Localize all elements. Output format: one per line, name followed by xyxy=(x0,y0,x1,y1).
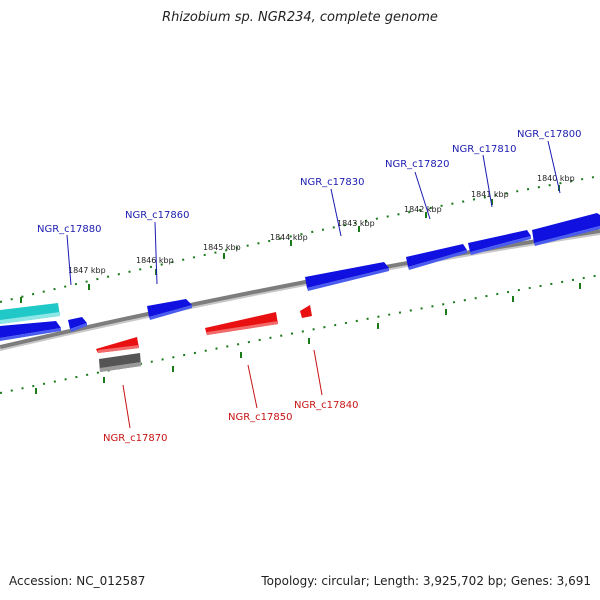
scale-tick-label: 1843 kbp xyxy=(337,219,375,228)
gene-label-NGR_c17870[interactable]: NGR_c17870 xyxy=(103,433,168,444)
genome-stats-text: Topology: circular; Length: 3,925,702 bp… xyxy=(261,574,591,588)
gene-label-NGR_c17840[interactable]: NGR_c17840 xyxy=(294,400,359,411)
leader-line xyxy=(154,221,158,285)
gene-label-NGR_c17880[interactable]: NGR_c17880 xyxy=(37,224,102,235)
forward-gene[interactable] xyxy=(0,321,61,338)
leader-line xyxy=(330,188,342,237)
inner-scale-track xyxy=(0,274,600,394)
forward-gene[interactable] xyxy=(68,317,87,329)
gene-shadow xyxy=(207,321,278,335)
scale-tick-label: 1844 kbp xyxy=(270,233,308,242)
scale-tick-label: 1847 kbp xyxy=(68,266,106,275)
forward-leader-lines xyxy=(66,140,561,286)
scale-tick-label: 1840 kbp xyxy=(537,174,575,183)
gene-label-NGR_c17810[interactable]: NGR_c17810 xyxy=(452,144,517,155)
genome-backbone-shadow xyxy=(0,233,600,351)
genome-backbone xyxy=(0,229,600,349)
gene-shadow xyxy=(100,362,141,372)
gene-label-NGR_c17860[interactable]: NGR_c17860 xyxy=(125,210,190,221)
forward-gene[interactable] xyxy=(532,213,600,243)
leader-line xyxy=(414,171,431,220)
gene-label-NGR_c17830[interactable]: NGR_c17830 xyxy=(300,177,365,188)
reverse-gene[interactable] xyxy=(205,312,278,335)
forward-gene[interactable] xyxy=(305,262,389,288)
accession-text: Accession: NC_012587 xyxy=(9,574,146,588)
scale-tick-label: 1846 kbp xyxy=(136,256,174,265)
forward-genes xyxy=(0,213,600,341)
gene-shadow xyxy=(307,268,389,291)
gene-label-NGR_c17850[interactable]: NGR_c17850 xyxy=(228,412,293,423)
reverse-genes xyxy=(96,305,312,353)
reverse-gene[interactable] xyxy=(300,305,312,318)
leader-line xyxy=(247,364,258,409)
leader-line xyxy=(313,349,323,396)
gene-label-NGR_c17820[interactable]: NGR_c17820 xyxy=(385,159,450,170)
scale-tick-label: 1842 kbp xyxy=(404,205,442,214)
leader-line xyxy=(482,154,493,208)
leader-line xyxy=(66,234,72,286)
inner-major-ticks xyxy=(35,283,581,394)
forward-gene[interactable] xyxy=(468,230,531,252)
gene-shadow xyxy=(0,312,60,324)
reverse-leader-lines xyxy=(122,349,323,429)
gene-shadow xyxy=(408,250,467,270)
scale-tick-label: 1845 kbp xyxy=(203,243,241,252)
forward-gene[interactable] xyxy=(406,244,467,267)
map-title: Rhizobium sp. NGR234, complete genome xyxy=(162,10,438,25)
gene-shadow xyxy=(70,323,87,332)
gene-label-NGR_c17800[interactable]: NGR_c17800 xyxy=(517,129,582,140)
gene-shadow xyxy=(470,236,531,255)
leader-line xyxy=(122,384,131,429)
gene-shadow xyxy=(149,305,192,320)
gene-shadow xyxy=(534,226,600,246)
forward-gene[interactable] xyxy=(147,299,192,317)
gene-shadow xyxy=(0,328,61,341)
leader-line xyxy=(547,140,561,194)
gene-shadow xyxy=(98,345,139,353)
